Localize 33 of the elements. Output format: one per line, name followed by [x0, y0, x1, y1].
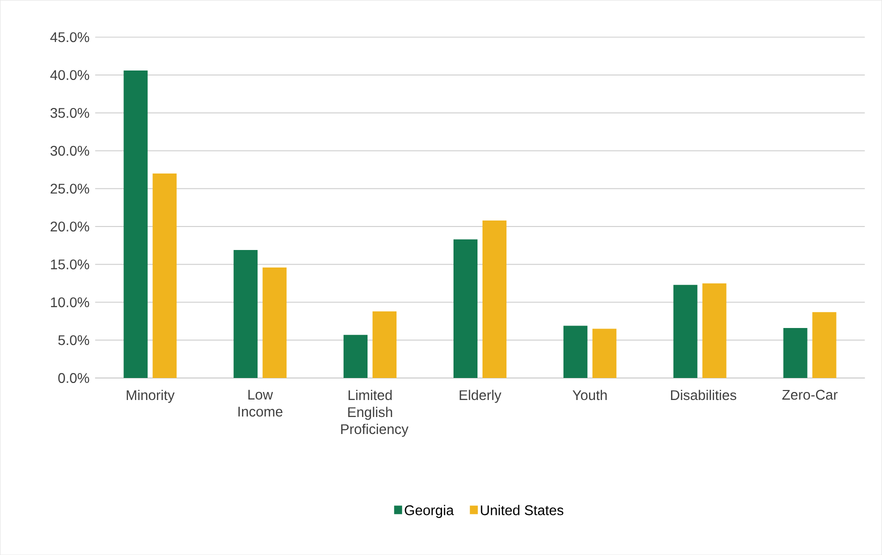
bar — [152, 173, 177, 378]
bar — [344, 334, 368, 378]
bar — [372, 311, 397, 378]
y-tick-label: 5.0% — [58, 335, 90, 346]
y-tick-label: 45.0% — [50, 32, 90, 42]
bar — [783, 328, 808, 378]
x-tick-label: Disabilities — [671, 390, 736, 400]
bar — [702, 283, 726, 378]
y-tick-label: 30.0% — [50, 146, 90, 156]
y-tick-label: 10.0% — [51, 297, 90, 308]
legend-label: United States — [480, 504, 564, 516]
bar — [812, 312, 836, 378]
x-tick-label: Low Income — [238, 390, 282, 417]
y-tick-label: 25.0% — [50, 184, 90, 194]
legend-label: Georgia — [404, 504, 454, 518]
y-tick-label: 40.0% — [50, 70, 90, 80]
bar — [454, 239, 478, 378]
bar — [124, 70, 148, 378]
bar — [673, 284, 698, 378]
x-tick-label: Elderly — [460, 390, 502, 403]
x-tick-label: Youth — [572, 390, 607, 400]
bar — [482, 220, 506, 378]
y-tick-label: 20.0% — [50, 222, 90, 232]
y-tick-label: 35.0% — [50, 108, 90, 118]
bar — [563, 326, 588, 378]
bar — [234, 250, 258, 378]
x-tick-label: Zero-Car — [782, 390, 838, 400]
bar — [592, 328, 616, 378]
bar — [262, 267, 287, 378]
x-tick-label: Minority — [126, 390, 175, 403]
y-tick-label: 15.0% — [51, 259, 90, 270]
x-tick-label: Limited English Proficiency — [341, 390, 408, 437]
y-tick-label: 0.0% — [58, 372, 90, 383]
